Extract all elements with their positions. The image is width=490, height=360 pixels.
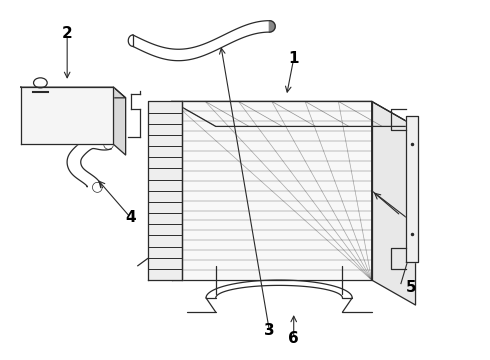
Polygon shape	[172, 102, 416, 126]
Polygon shape	[270, 21, 275, 32]
Text: 5: 5	[405, 280, 416, 295]
Polygon shape	[114, 87, 125, 155]
Text: 6: 6	[288, 332, 299, 346]
Text: 4: 4	[125, 210, 136, 225]
Polygon shape	[147, 102, 182, 280]
Polygon shape	[406, 116, 418, 262]
Polygon shape	[21, 87, 125, 98]
Text: 2: 2	[62, 26, 73, 41]
Polygon shape	[21, 87, 114, 144]
Polygon shape	[372, 102, 416, 305]
Polygon shape	[172, 102, 372, 280]
Text: 3: 3	[264, 323, 275, 338]
Text: 1: 1	[289, 51, 299, 66]
